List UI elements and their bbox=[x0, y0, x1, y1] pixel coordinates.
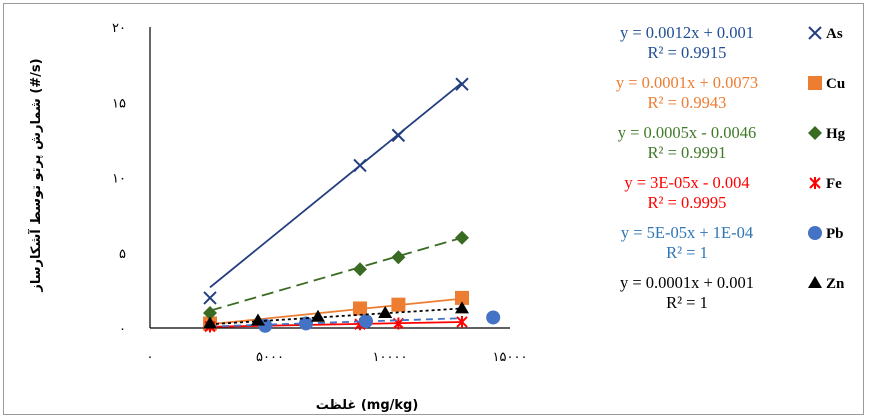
legend-marker bbox=[808, 76, 822, 90]
data-point bbox=[456, 315, 468, 328]
data-point bbox=[353, 262, 367, 277]
trendline-equation: y = 0.0012x + 0.001 bbox=[620, 23, 754, 42]
legend-label: Zn bbox=[826, 276, 845, 292]
trendline-equation: y = 0.0001x + 0.001 bbox=[620, 273, 754, 292]
y-tick-label: ۵ bbox=[119, 247, 126, 262]
trendline-equation: y = 5E-05x + 1E-04 bbox=[621, 223, 753, 242]
r-squared-label: R² = 0.9915 bbox=[648, 43, 727, 62]
x-axis-title: غلظت (mg/kg) bbox=[316, 398, 419, 413]
series-hg bbox=[203, 230, 469, 320]
x-tick-label: ۱۰۰۰۰ bbox=[373, 350, 408, 365]
y-tick-label: ۱۵ bbox=[112, 96, 126, 111]
data-point bbox=[251, 313, 265, 326]
data-point bbox=[391, 297, 406, 312]
trendline-zn bbox=[209, 307, 463, 326]
r-squared-label: R² = 1 bbox=[666, 293, 708, 312]
data-point bbox=[391, 128, 406, 143]
data-point bbox=[455, 290, 469, 305]
data-point bbox=[391, 250, 406, 265]
legend-marker bbox=[808, 276, 822, 288]
data-point bbox=[203, 291, 217, 305]
series-as bbox=[203, 77, 469, 305]
axes bbox=[149, 27, 510, 329]
tick-labels: ۰ ۵ ۱۰ ۱۵ ۲۰ ۰ ۵۰۰۰ ۱۰۰۰۰ ۱۵۰۰۰ bbox=[112, 21, 527, 365]
data-point bbox=[353, 301, 367, 316]
data-point bbox=[203, 316, 217, 329]
data-point bbox=[378, 305, 393, 318]
legend-label: Fe bbox=[826, 176, 842, 192]
trendline-equation: y = 3E-05x - 0.004 bbox=[624, 173, 749, 192]
data-point bbox=[359, 314, 373, 329]
data-point bbox=[311, 309, 325, 322]
x-tick-label: ۰ bbox=[147, 350, 154, 365]
series-cu bbox=[203, 290, 469, 331]
data-point bbox=[455, 301, 469, 314]
plot-area bbox=[203, 77, 501, 333]
legend-marker bbox=[808, 126, 822, 140]
data-point bbox=[203, 305, 217, 320]
legend-label: Cu bbox=[826, 76, 845, 92]
data-point bbox=[299, 316, 313, 331]
data-point bbox=[353, 158, 367, 173]
y-tick-label: ۰ bbox=[119, 322, 126, 337]
trendline-hg bbox=[209, 236, 463, 312]
legend-label: Hg bbox=[826, 126, 846, 142]
trendline-equation: y = 0.0001x + 0.0073 bbox=[616, 73, 758, 92]
data-point bbox=[455, 230, 469, 245]
legend-label: Pb bbox=[826, 226, 844, 242]
legend-label: As bbox=[826, 26, 843, 42]
r-squared-label: R² = 1 bbox=[666, 243, 708, 262]
trendline-cu bbox=[209, 297, 463, 326]
y-tick-label: ۱۰ bbox=[112, 172, 126, 187]
chart-frame bbox=[3, 3, 864, 415]
y-tick-label: ۲۰ bbox=[112, 21, 126, 36]
y-axis-title: شمارش پرتو توسط آشکارساز (#/s) bbox=[27, 58, 44, 292]
data-point bbox=[455, 77, 469, 91]
data-point bbox=[486, 310, 501, 325]
series-zn bbox=[203, 301, 469, 329]
x-tick-label: ۱۵۰۰۰ bbox=[493, 350, 528, 365]
trendline-equation: y = 0.0005x - 0.0046 bbox=[618, 123, 757, 142]
r-squared-label: R² = 0.9943 bbox=[648, 93, 727, 112]
legend-marker bbox=[808, 26, 822, 40]
legend-marker bbox=[808, 226, 822, 240]
legend-marker bbox=[809, 177, 821, 189]
r-squared-label: R² = 0.9991 bbox=[648, 143, 727, 162]
x-tick-label: ۵۰۰۰ bbox=[256, 350, 284, 365]
r-squared-label: R² = 0.9995 bbox=[648, 193, 727, 212]
trendline-as bbox=[209, 81, 463, 289]
